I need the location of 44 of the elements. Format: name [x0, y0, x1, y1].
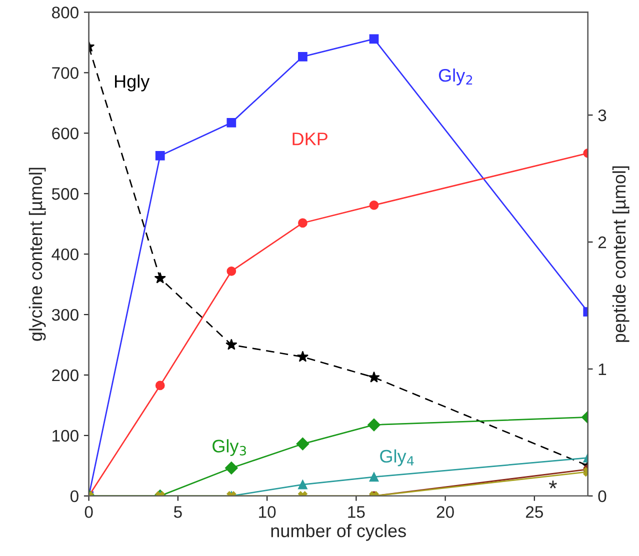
point [298, 480, 308, 490]
point [368, 371, 380, 382]
y-tick-label: 500 [52, 188, 78, 200]
x-tick-label: 25 [526, 506, 543, 518]
y-tick-label: 600 [52, 128, 78, 140]
y2-tick-label: 3 [598, 109, 606, 122]
y2-tick-label: 2 [598, 236, 606, 248]
point [369, 472, 379, 482]
x-tick-label: 5 [174, 506, 182, 518]
point [155, 151, 165, 160]
point [296, 350, 309, 362]
point [226, 118, 236, 128]
annotation: * [548, 480, 557, 488]
series-label: Gly$_{2}$ [438, 68, 472, 86]
text: DKP [292, 132, 328, 146]
x-tick-label: 0 [84, 506, 93, 518]
point [369, 34, 379, 44]
y2-tick-label: 0 [598, 490, 606, 502]
point [224, 462, 238, 474]
x-axis-title: number of cycles [271, 524, 406, 541]
point [368, 418, 380, 432]
series-label: Hgly [115, 74, 150, 92]
y-axis-title: glycine content [µmol] [28, 168, 46, 341]
point [298, 218, 308, 228]
x-tick-label: 20 [436, 506, 454, 518]
y-tick-label: 200 [52, 369, 78, 382]
point [296, 437, 310, 450]
x-tick-label: 10 [259, 506, 276, 518]
point [155, 380, 165, 390]
y-tick-label: 100 [52, 430, 78, 442]
y-tick-label: 700 [52, 67, 78, 79]
y2-tick-label: 1 [598, 364, 606, 376]
point [226, 338, 238, 350]
y-tick-label: 400 [52, 248, 78, 260]
point [298, 52, 308, 62]
series-label: Gly$_{3}$ [212, 439, 246, 456]
point [226, 266, 236, 276]
point [369, 200, 379, 210]
y-tick-label: 0 [70, 490, 78, 502]
series-label: Gly$_{4}$ [380, 449, 414, 466]
y2-axis-title: peptide content [µmol] [612, 166, 630, 342]
x-tick-label: 15 [348, 506, 365, 518]
y-tick-label: 800 [52, 6, 78, 18]
y-tick-label: 300 [52, 308, 78, 321]
